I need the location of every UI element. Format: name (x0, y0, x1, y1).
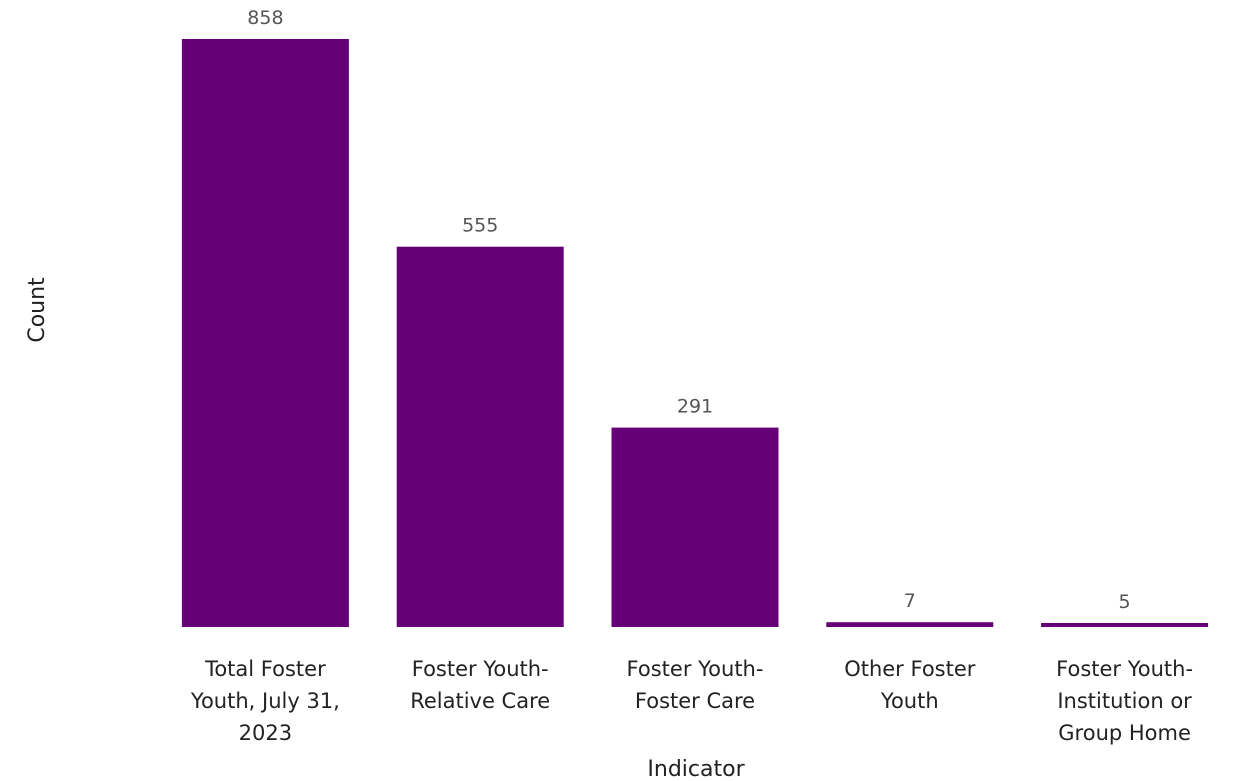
category-label-2: Foster Youth-Foster Care (627, 657, 764, 713)
category-label-1: Foster Youth-Relative Care (410, 657, 550, 713)
category-label-0: Total Foster Youth, July 31, 2023 (190, 657, 340, 745)
value-label-3: 7 (904, 590, 916, 612)
bar-4 (1041, 623, 1209, 627)
bars-group (181, 39, 1209, 627)
x-axis-title: Indicator (647, 757, 745, 781)
bar-2 (611, 427, 779, 627)
value-labels-group: 858 555 291 7 5 (247, 7, 1130, 613)
value-label-2: 291 (677, 396, 713, 418)
y-axis-title: Count (25, 277, 50, 343)
value-label-0: 858 (247, 7, 283, 29)
bar-3 (826, 622, 994, 627)
bar-1 (396, 246, 564, 627)
category-label-4: Foster Youth-Institution or Group Home (1056, 657, 1193, 745)
value-label-1: 555 (462, 215, 498, 237)
category-labels-group: Total Foster Youth, July 31, 2023 Foster Yo… (190, 657, 1193, 745)
bar-0 (181, 39, 349, 627)
category-label-3: Other Foster Youth (844, 657, 976, 713)
value-label-4: 5 (1119, 591, 1131, 613)
